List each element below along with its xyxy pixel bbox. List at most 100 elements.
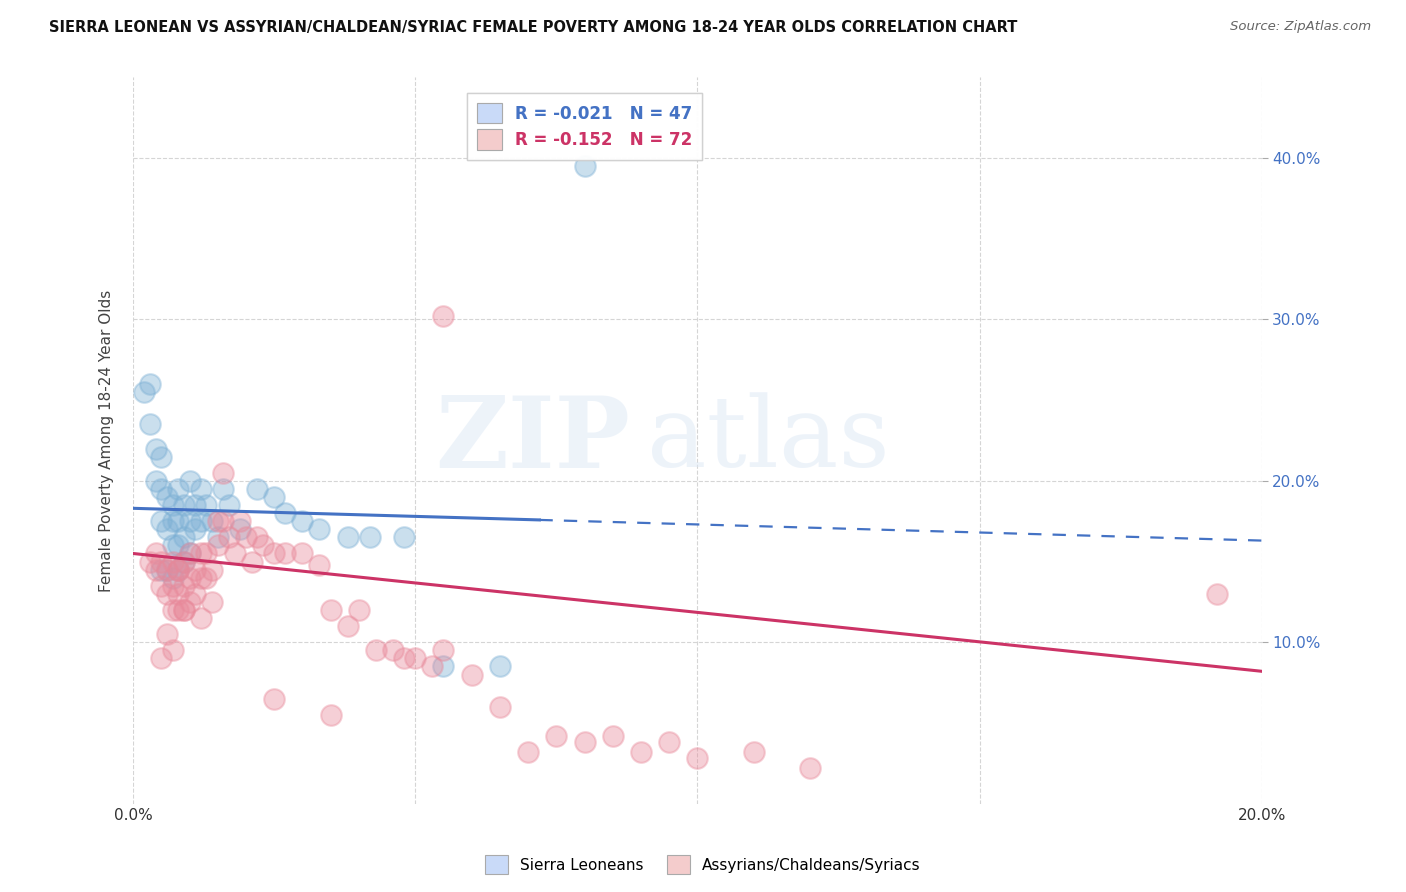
Point [224,547,246,561]
Point [207,530,229,544]
Point [263,547,285,561]
Point [173,555,195,569]
Point [263,490,285,504]
Point [134,385,156,400]
Point [162,538,184,552]
Point [212,482,235,496]
Point [229,522,252,536]
Point [150,450,173,464]
Point [162,603,184,617]
Text: atlas: atlas [647,392,890,489]
Point [799,761,821,775]
Point [145,563,167,577]
Point [274,506,297,520]
Point [263,691,285,706]
Point [686,751,709,765]
Y-axis label: Female Poverty Among 18-24 Year Olds: Female Poverty Among 18-24 Year Olds [100,289,114,591]
Point [229,514,252,528]
Point [167,514,190,528]
Point [195,571,218,585]
Point [319,707,342,722]
Point [218,530,240,544]
Point [190,514,212,528]
Point [179,547,201,561]
Point [364,643,387,657]
Point [179,571,201,585]
Point [432,659,454,673]
Point [139,417,162,432]
Point [145,547,167,561]
Point [173,498,195,512]
Point [150,579,173,593]
Point [246,530,269,544]
Point [145,474,167,488]
Point [162,555,184,569]
Point [167,538,190,552]
Point [347,603,370,617]
Point [179,595,201,609]
Point [546,729,568,743]
Point [630,745,652,759]
Point [274,547,297,561]
Point [184,587,207,601]
Point [162,579,184,593]
Point [602,729,624,743]
Point [167,603,190,617]
Point [162,514,184,528]
Point [392,530,415,544]
Point [156,587,179,601]
Point [167,482,190,496]
Text: Source: ZipAtlas.com: Source: ZipAtlas.com [1230,20,1371,33]
Point [190,482,212,496]
Point [392,651,415,665]
Point [381,643,404,657]
Point [460,667,482,681]
Point [150,555,173,569]
Point [207,514,229,528]
Point [308,558,330,572]
Point [291,514,314,528]
Point [167,563,190,577]
Point [156,563,179,577]
Point [162,571,184,585]
Point [240,555,263,569]
Point [190,611,212,625]
Point [252,538,274,552]
Legend: R = -0.021   N = 47, R = -0.152   N = 72: R = -0.021 N = 47, R = -0.152 N = 72 [467,93,703,160]
Point [179,474,201,488]
Text: ZIP: ZIP [434,392,630,489]
Point [291,547,314,561]
Point [574,159,596,173]
Point [201,514,224,528]
Point [195,547,218,561]
Point [173,579,195,593]
Legend: Sierra Leoneans, Assyrians/Chaldeans/Syriacs: Sierra Leoneans, Assyrians/Chaldeans/Syr… [479,849,927,880]
Point [184,522,207,536]
Point [179,514,201,528]
Text: SIERRA LEONEAN VS ASSYRIAN/CHALDEAN/SYRIAC FEMALE POVERTY AMONG 18-24 YEAR OLDS : SIERRA LEONEAN VS ASSYRIAN/CHALDEAN/SYRI… [49,20,1018,35]
Point [150,514,173,528]
Point [184,498,207,512]
Point [319,603,342,617]
Point [201,563,224,577]
Point [212,514,235,528]
Point [139,555,162,569]
Point [156,522,179,536]
Point [359,530,381,544]
Point [145,442,167,456]
Point [173,555,195,569]
Point [1205,587,1227,601]
Point [190,547,212,561]
Point [179,547,201,561]
Point [167,563,190,577]
Point [517,745,540,759]
Point [195,498,218,512]
Point [336,530,359,544]
Point [150,651,173,665]
Point [432,310,454,324]
Point [658,735,681,749]
Point [489,659,512,673]
Point [139,377,162,392]
Point [336,619,359,633]
Point [156,490,179,504]
